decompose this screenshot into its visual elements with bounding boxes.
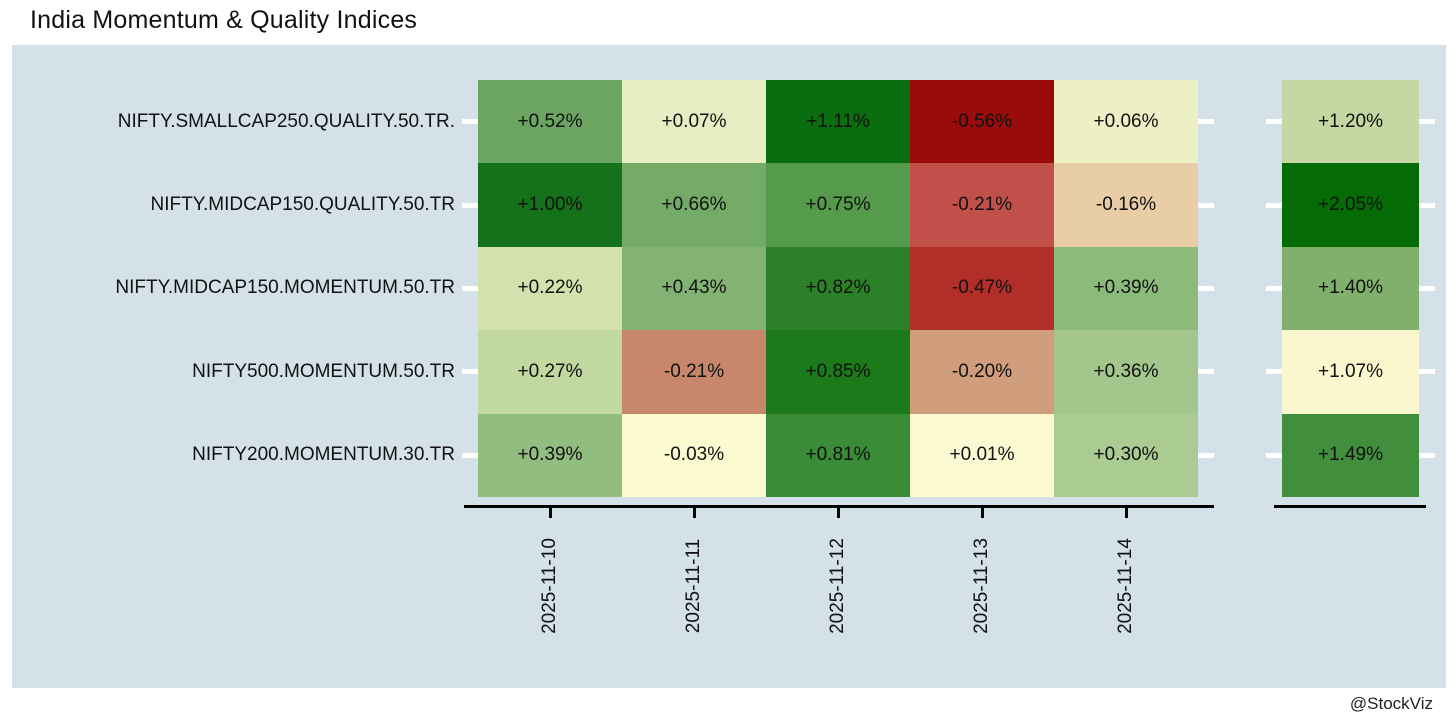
summary-cell: +1.49% [1282, 413, 1419, 497]
heatmap-cell: -0.16% [1054, 163, 1198, 247]
x-axis-tick [1124, 505, 1128, 518]
y-tick [462, 119, 478, 125]
y-tick [1419, 369, 1435, 375]
heatmap-cell: -0.21% [910, 163, 1054, 247]
y-tick [1419, 286, 1435, 291]
chart-title: India Momentum & Quality Indices [30, 6, 418, 34]
heatmap-cell: +0.06% [1054, 80, 1198, 164]
x-axis-tick [980, 505, 984, 518]
heatmap-cell: -0.47% [910, 246, 1054, 331]
x-axis-line-main [464, 505, 1214, 508]
x-axis-date-label: 2025-11-14 [1115, 538, 1136, 634]
x-axis-date-label: 2025-11-12 [827, 538, 848, 634]
heatmap-cell: +1.11% [766, 80, 910, 164]
heatmap-cell: -0.21% [622, 330, 766, 414]
x-axis-tick [548, 505, 552, 518]
y-tick [1198, 369, 1214, 375]
y-tick [1419, 452, 1435, 458]
y-tick [1419, 202, 1435, 208]
heatmap-cell: +0.85% [766, 330, 910, 414]
heatmap-cell: +0.27% [478, 330, 622, 414]
heatmap-cell: +0.81% [766, 413, 910, 497]
row-label: NIFTY.MIDCAP150.QUALITY.50.TR [150, 194, 455, 216]
heatmap-cell: +0.22% [478, 246, 622, 331]
heatmap-cell: +0.75% [766, 163, 910, 247]
y-tick [1266, 452, 1282, 458]
y-tick [462, 452, 478, 458]
heatmap-cell: +1.00% [478, 163, 622, 247]
row-label: NIFTY200.MOMENTUM.30.TR [192, 444, 455, 466]
watermark-text: @StockViz [1349, 694, 1433, 713]
x-axis-date-label: 2025-11-10 [539, 538, 560, 634]
x-axis-line-summary [1274, 505, 1426, 508]
y-tick [1198, 286, 1214, 291]
x-axis-date-label: 2025-11-13 [971, 538, 992, 634]
heatmap-cell: -0.20% [910, 330, 1054, 414]
x-axis-tick [692, 505, 696, 518]
y-tick [1419, 119, 1435, 125]
heatmap-cell: +0.30% [1054, 413, 1198, 497]
heatmap-cell: +0.01% [910, 413, 1054, 497]
row-label: NIFTY.MIDCAP150.MOMENTUM.50.TR [115, 277, 455, 299]
summary-cell: +1.07% [1282, 330, 1419, 414]
heatmap-cell: +0.36% [1054, 330, 1198, 414]
heatmap-cell: +0.39% [1054, 246, 1198, 331]
y-tick [1266, 119, 1282, 125]
heatmap-cell: -0.56% [910, 80, 1054, 164]
y-tick [462, 202, 478, 208]
y-tick [462, 369, 478, 375]
heatmap-cell: +0.52% [478, 80, 622, 164]
summary-cell: +2.05% [1282, 163, 1419, 247]
heatmap-cell: +0.66% [622, 163, 766, 247]
heatmap-cell: +0.43% [622, 246, 766, 331]
heatmap-cell: -0.03% [622, 413, 766, 497]
y-tick [1266, 369, 1282, 375]
y-tick [1266, 202, 1282, 208]
x-axis-tick [836, 505, 840, 518]
summary-cell: +1.40% [1282, 246, 1419, 331]
row-label: NIFTY500.MOMENTUM.50.TR [192, 360, 455, 382]
heatmap-cell: +0.39% [478, 413, 622, 497]
y-tick [1198, 452, 1214, 458]
row-label: NIFTY.SMALLCAP250.QUALITY.50.TR. [117, 110, 455, 132]
y-tick [1198, 119, 1214, 125]
y-tick [462, 286, 478, 291]
summary-cell: +1.20% [1282, 80, 1419, 164]
x-axis-date-label: 2025-11-11 [683, 538, 704, 634]
y-tick [1266, 286, 1282, 291]
heatmap-cell: +0.82% [766, 246, 910, 331]
y-tick [1198, 202, 1214, 208]
heatmap-cell: +0.07% [622, 80, 766, 164]
